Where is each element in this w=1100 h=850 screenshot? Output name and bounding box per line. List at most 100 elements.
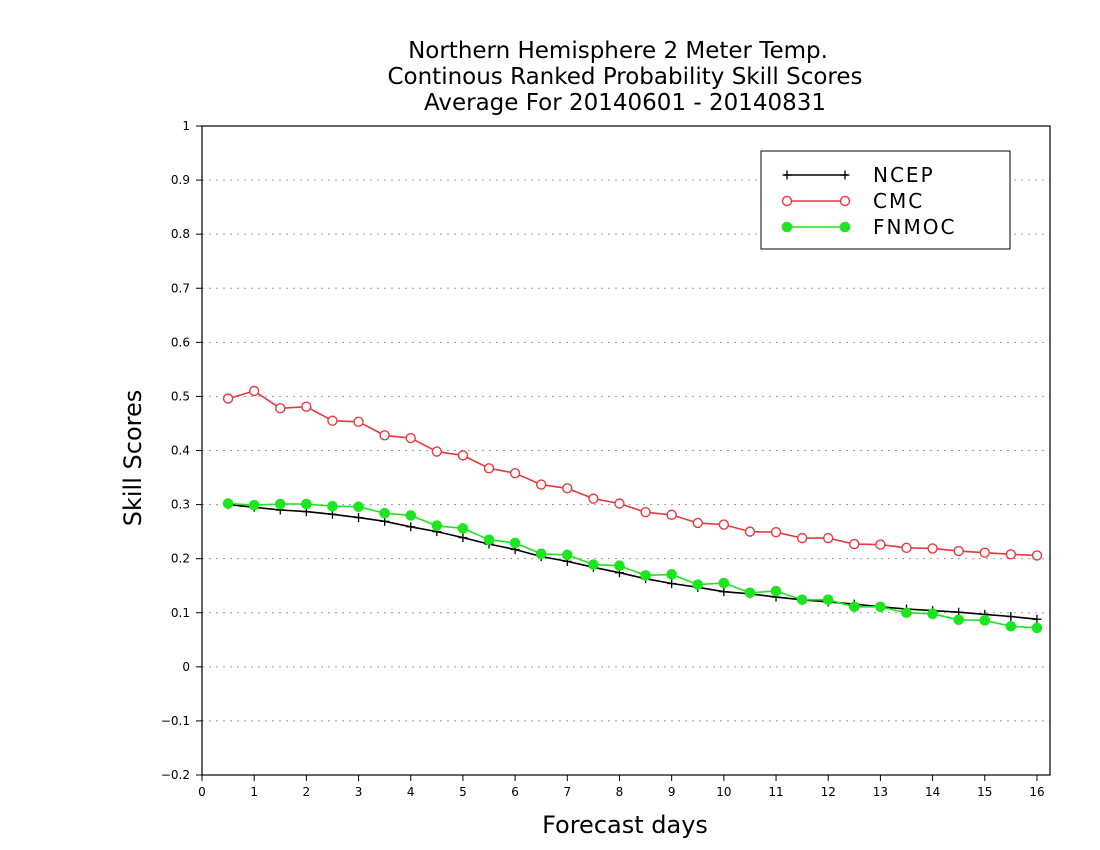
x-tick-label: 13 (873, 785, 888, 799)
data-point-cmc (614, 498, 625, 509)
data-point-cmc (353, 416, 364, 428)
data-point-cmc (901, 542, 912, 554)
data-point-fnmoc (457, 523, 469, 534)
data-point-cmc (823, 532, 834, 544)
y-gridlines (202, 179, 1050, 722)
data-point-cmc (457, 450, 469, 461)
data-point-cmc (275, 403, 286, 414)
data-point-cmc (875, 539, 886, 550)
x-tick-label: 3 (355, 785, 363, 799)
legend-item-cmc: CMC (781, 189, 924, 213)
data-point-cmc (379, 430, 390, 441)
y-tick-label: 0.2 (171, 552, 190, 566)
data-point-fnmoc (770, 585, 782, 597)
y-tick-label: 1 (182, 119, 190, 133)
x-tick-label: 4 (407, 785, 415, 799)
series-cmc (222, 385, 1043, 561)
data-point-cmc (405, 432, 416, 444)
data-point-cmc (1005, 549, 1017, 560)
x-tick-label: 15 (977, 785, 992, 799)
data-point-cmc (1031, 550, 1043, 561)
series-layer (222, 385, 1043, 634)
data-point-cmc (536, 479, 547, 490)
data-point-cmc (509, 468, 521, 479)
data-point-cmc (222, 393, 234, 404)
y-tick-label: 0.6 (171, 335, 190, 349)
data-point-cmc (301, 401, 312, 412)
x-tick-label: 2 (303, 785, 311, 799)
y-tick-label: 0.1 (171, 606, 190, 620)
data-point-fnmoc (379, 507, 390, 519)
data-point-fnmoc (248, 499, 260, 511)
y-tick-label: 0.4 (171, 444, 190, 458)
data-point-cmc (796, 532, 808, 544)
data-point-cmc (692, 517, 703, 529)
y-tick-label: 0 (182, 660, 190, 674)
data-point-fnmoc (274, 498, 286, 510)
data-point-cmc (718, 519, 730, 530)
axis-ticks: −0.2−0.100.10.20.30.40.50.60.70.80.910 1 2… (161, 119, 1045, 799)
data-point-cmc (248, 385, 260, 397)
x-tick-label: 11 (768, 785, 783, 799)
x-tick-label: 7 (563, 785, 571, 799)
y-tick-label: −0.2 (161, 768, 190, 782)
legend-marker-cmc (839, 195, 851, 207)
x-tick-label: 1 (250, 785, 258, 799)
data-point-cmc (588, 493, 599, 504)
data-point-cmc (640, 506, 651, 518)
data-point-cmc (562, 483, 573, 494)
legend-box (760, 150, 1011, 250)
legend-marker-cmc (781, 195, 793, 207)
data-point-cmc (744, 526, 756, 537)
data-point-fnmoc (1005, 620, 1017, 632)
data-point-fnmoc (744, 587, 756, 599)
data-point-fnmoc (1031, 622, 1043, 634)
data-point-fnmoc (718, 577, 730, 589)
data-point-cmc (666, 509, 677, 521)
chart-title: Northern Hemisphere 2 Meter Temp. Contin… (387, 38, 862, 116)
y-tick-label: 0.5 (171, 389, 190, 403)
data-point-fnmoc (666, 569, 677, 580)
x-tick-label: 6 (511, 785, 519, 799)
data-point-fnmoc (614, 560, 625, 571)
legend-item-ncep: NCEP (782, 163, 935, 187)
data-point-cmc (953, 545, 964, 557)
series-fnmoc (222, 498, 1043, 634)
data-point-fnmoc (222, 498, 234, 509)
data-point-cmc (927, 543, 938, 554)
data-point-fnmoc (849, 601, 860, 613)
legend-label-fnmoc: FNMOC (873, 215, 956, 239)
data-point-fnmoc (822, 594, 834, 606)
y-tick-label: 0.9 (171, 173, 190, 187)
x-tick-label: 8 (616, 785, 624, 799)
data-point-fnmoc (588, 559, 599, 570)
x-tick-label: 16 (1029, 785, 1044, 799)
legend-label-ncep: NCEP (873, 163, 935, 187)
data-point-fnmoc (692, 579, 704, 590)
x-tick-label: 5 (459, 785, 467, 799)
chart-title-line-1: Northern Hemisphere 2 Meter Temp. (408, 38, 828, 64)
data-point-fnmoc (483, 534, 495, 546)
x-tick-label: 12 (821, 785, 836, 799)
data-point-fnmoc (640, 570, 651, 581)
legend-label-cmc: CMC (873, 189, 924, 213)
y-tick-label: 0.7 (171, 281, 190, 295)
y-axis-title: Skill Scores (119, 390, 147, 527)
data-point-fnmoc (561, 549, 573, 561)
y-tick-label: −0.1 (161, 714, 190, 728)
legend-marker-fnmoc (839, 221, 851, 233)
data-point-fnmoc (875, 601, 886, 613)
data-point-fnmoc (509, 537, 521, 549)
data-point-fnmoc (979, 615, 991, 626)
x-tick-label: 10 (716, 785, 731, 799)
data-point-fnmoc (327, 500, 338, 512)
legend-item-fnmoc: FNMOC (781, 215, 956, 239)
x-tick-label: 0 (198, 785, 206, 799)
y-tick-label: 0.8 (171, 227, 190, 241)
data-point-fnmoc (301, 498, 312, 510)
data-point-cmc (770, 526, 782, 538)
data-point-cmc (979, 547, 990, 558)
